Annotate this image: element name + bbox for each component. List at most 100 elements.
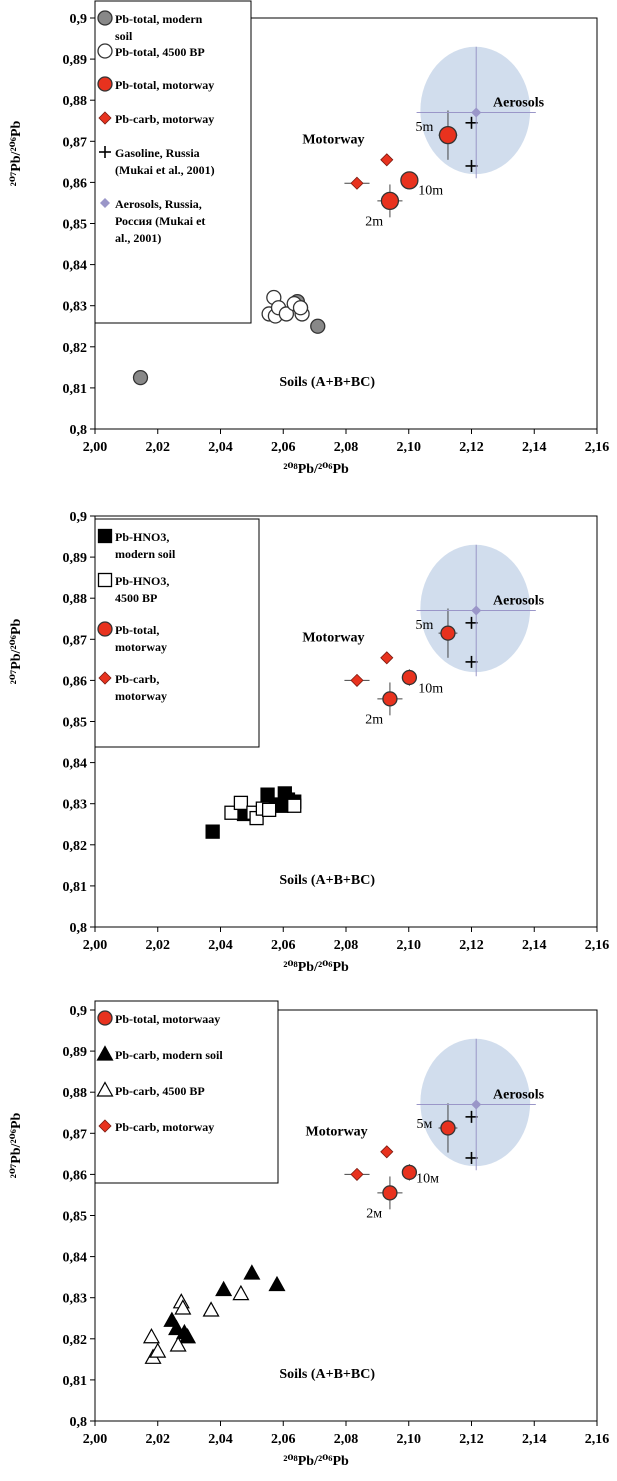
annotation: 2м [366,1207,382,1222]
data-point [382,691,398,707]
x-axis-label: ²⁰⁸Pb/²⁰⁶Pb [283,1454,349,1469]
y-axis-label: ²⁰⁷Pb/²⁰⁶Pb [9,120,24,186]
legend-marker [99,146,111,158]
y-tick-label: 0,84 [63,757,88,772]
annotation: Soils (A+B+BC) [279,375,375,390]
y-tick-label: 0,86 [63,1168,88,1183]
data-point [149,1342,167,1358]
annotation: Aerosols [493,1087,545,1102]
data-point [350,1167,364,1181]
data-point [215,1280,233,1297]
series-0 [377,1103,458,1210]
annotation: 10m [418,682,443,697]
x-tick-label: 2,00 [83,1432,108,1447]
y-tick-label: 0,9 [70,12,88,27]
x-tick-label: 2,00 [83,938,108,953]
legend-marker [97,1010,113,1026]
data-point [401,669,418,686]
annotation: Motorway [302,132,364,147]
legend-marker [98,1119,112,1133]
data-point [380,651,394,665]
legend-marker [96,1081,114,1097]
y-tick-label: 0,9 [70,1004,88,1019]
legend-label: motorway [115,640,167,654]
x-tick-label: 2,10 [397,938,422,953]
data-point [400,171,419,190]
data-point [132,369,149,386]
data-point [440,625,456,641]
x-tick-label: 2,16 [585,440,610,455]
series-2 [142,1284,250,1364]
annotation: 5м [417,1117,433,1132]
x-tick-label: 2,02 [146,1432,171,1447]
y-tick-label: 0,83 [63,1292,88,1307]
x-axis-label: ²⁰⁸Pb/²⁰⁶Pb [283,462,349,477]
legend-label: Pb-HNO3, [115,574,169,588]
legend-label: al., 2001) [115,231,161,245]
legend-label: Pb-carb, motorway [115,112,214,126]
x-tick-label: 2,16 [585,938,610,953]
data-point [174,1299,192,1315]
data-point [268,1275,286,1292]
y-tick-label: 0,85 [63,1210,88,1225]
series-3 [344,651,394,687]
x-tick-label: 2,04 [208,938,233,953]
legend-label: Pb-carb, 4500 BP [115,1084,205,1098]
legend-label: motorway [115,689,167,703]
series-3 [344,153,394,190]
data-point [261,802,277,818]
y-tick-label: 0,89 [63,1045,88,1060]
data-point [205,824,220,839]
series-2 [377,110,458,218]
y-tick-label: 0,89 [63,551,88,566]
data-point [380,191,400,211]
data-point [287,798,302,813]
y-tick-label: 0,88 [63,1086,88,1101]
x-tick-label: 2,12 [459,440,484,455]
x-tick-label: 2,14 [522,440,547,455]
annotation: Soils (A+B+BC) [279,873,375,888]
annotation: 2m [365,215,383,230]
legend-marker [97,10,113,26]
legend-label: Pb-total, [115,623,159,637]
legend-label: Aerosols, Russia, [115,197,202,211]
y-tick-label: 0,8 [70,921,88,936]
y-axis-label: ²⁰⁷Pb/²⁰⁶Pb [9,1112,24,1178]
x-tick-label: 2,08 [334,938,359,953]
data-point [350,673,364,687]
y-tick-label: 0,82 [63,839,88,854]
series-4 [465,116,478,172]
y-tick-label: 0,83 [63,300,88,315]
data-point [169,1336,187,1352]
legend-label: Pb-carb, modern soil [115,1048,223,1062]
x-tick-label: 2,06 [271,440,296,455]
legend-marker [97,572,113,588]
x-tick-label: 2,14 [522,938,547,953]
y-tick-label: 0,8 [70,423,88,438]
series-1 [224,795,302,826]
legend-box [94,1000,279,1184]
legend-label: Pb-total, modern [115,12,203,26]
data-point [202,1301,220,1317]
annotation: 2m [365,713,383,728]
data-point [233,795,249,811]
data-point [278,306,295,322]
series-5 [416,544,536,677]
data-point [382,1185,398,1201]
scatter-chart-3: 0,8 0,81 0,82 0,83 0,84 0,85 0,86 0,87 0,88 0,89 0… [9,1000,610,1469]
x-tick-label: 2,16 [585,1432,610,1447]
chart-panel-1: 0,8 0,81 0,82 0,83 0,84 0,85 0,86 0,87 0,88 0,89 0… [0,0,617,490]
series-1 [261,289,310,324]
data-point [380,1145,394,1159]
x-tick-label: 2,02 [146,440,171,455]
legend-marker [97,43,113,59]
legend-box [94,0,252,324]
scatter-chart-1: 0,8 0,81 0,82 0,83 0,84 0,85 0,86 0,87 0,88 0,89 0… [9,0,610,477]
legend-marker [97,76,113,92]
annotation: Motorway [305,1124,367,1139]
data-point [465,159,478,172]
chart-panel-3: 0,8 0,81 0,82 0,83 0,84 0,85 0,86 0,87 0,88 0,89 0… [0,992,617,1481]
y-tick-label: 0,83 [63,798,88,813]
legend-marker [100,198,110,208]
series-4 [465,616,478,668]
